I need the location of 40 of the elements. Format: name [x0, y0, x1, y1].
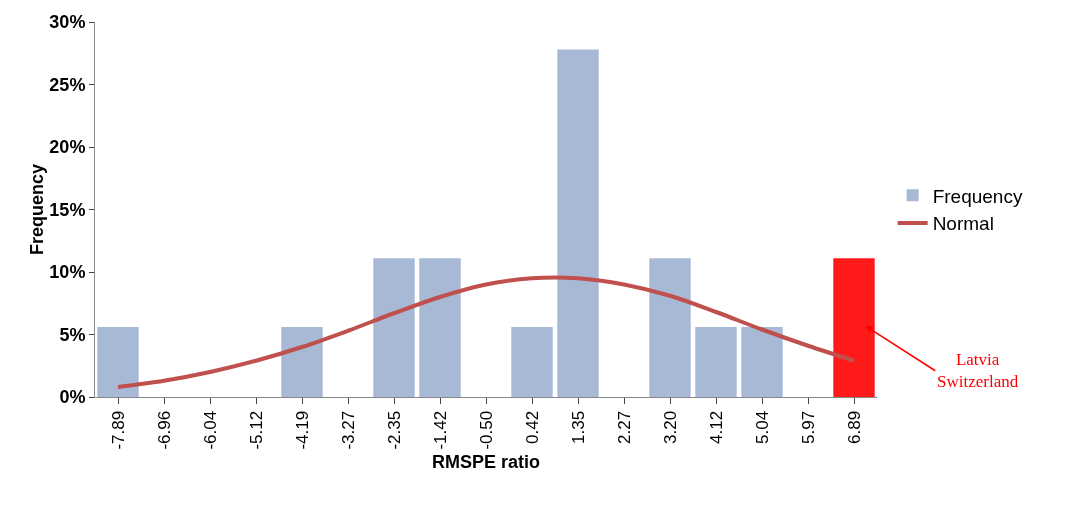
x-tick-label: 2.27	[614, 410, 634, 444]
legend-label: Normal	[932, 213, 994, 235]
y-tick-label: 10%	[49, 262, 86, 283]
bar	[419, 258, 461, 397]
x-axis-title: RMSPE ratio	[431, 451, 541, 472]
bar	[695, 327, 737, 397]
bar	[649, 258, 691, 397]
bar	[833, 258, 875, 397]
x-tick-label: 0.42	[522, 410, 542, 444]
x-tick-label: 3.20	[660, 410, 680, 444]
bar	[281, 327, 323, 397]
x-tick-label: -4.19	[292, 410, 312, 450]
y-tick-label: 5%	[59, 324, 86, 345]
y-tick-label: 30%	[49, 12, 86, 33]
x-tick-label: -6.96	[154, 410, 174, 450]
bar	[741, 327, 783, 397]
x-tick-label: 6.89	[844, 410, 864, 444]
x-tick-label: 5.04	[752, 410, 772, 444]
x-tick-label: -5.12	[246, 410, 266, 450]
x-tick-label: -3.27	[338, 410, 358, 450]
x-tick-label: -7.89	[108, 410, 128, 450]
x-tick-label: -1.42	[430, 410, 450, 450]
x-tick-label: 1.35	[568, 410, 588, 444]
x-tick-label: 4.12	[706, 410, 726, 444]
y-tick-label: 0%	[59, 387, 86, 408]
bar	[97, 327, 139, 397]
bar	[373, 258, 415, 397]
x-tick-label: -6.04	[200, 410, 220, 450]
bar	[511, 327, 553, 397]
x-tick-label: -0.50	[476, 410, 496, 450]
y-tick-label: 15%	[49, 199, 86, 220]
y-axis-title: Frequency	[27, 163, 48, 256]
legend-label: Frequency	[932, 185, 1023, 207]
line-series	[116, 275, 856, 389]
y-tick-label: 20%	[49, 137, 86, 158]
bar	[557, 49, 599, 397]
y-tick-label: 25%	[49, 74, 86, 95]
text: Latvia Switzerland	[937, 350, 1019, 392]
x-tick-label: 5.97	[798, 410, 818, 444]
x-tick-label: -2.35	[384, 410, 404, 450]
